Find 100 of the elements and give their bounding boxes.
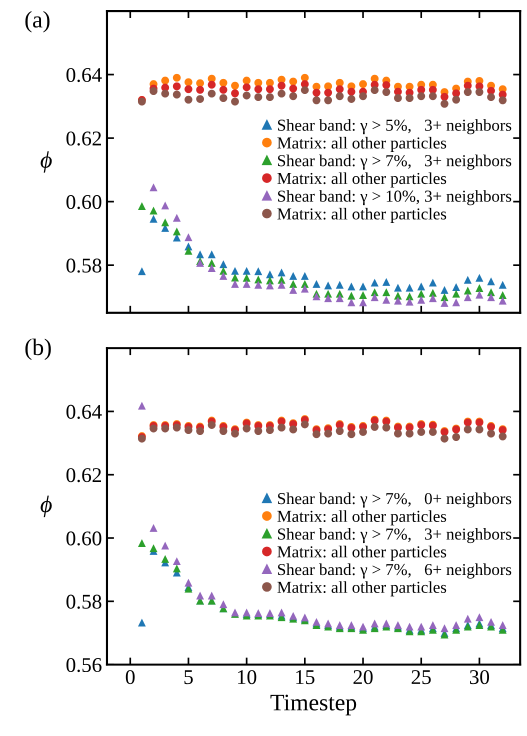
x-axis-title: Timestep bbox=[270, 694, 356, 716]
point bbox=[184, 85, 192, 94]
point bbox=[266, 282, 274, 290]
point bbox=[498, 291, 507, 299]
point bbox=[359, 92, 367, 100]
point bbox=[336, 92, 344, 100]
x-tick-label: 0 bbox=[126, 670, 135, 684]
point bbox=[219, 86, 228, 94]
point bbox=[161, 542, 170, 550]
point bbox=[464, 276, 472, 284]
point bbox=[406, 298, 414, 306]
point bbox=[394, 296, 402, 305]
point bbox=[487, 430, 495, 438]
point bbox=[324, 96, 332, 104]
y-tick-label: 0.56 bbox=[66, 658, 102, 672]
point bbox=[475, 274, 484, 282]
point bbox=[440, 434, 448, 443]
point bbox=[184, 78, 192, 86]
point bbox=[289, 92, 298, 100]
point bbox=[196, 427, 204, 435]
point bbox=[417, 290, 426, 298]
point bbox=[417, 428, 426, 436]
point bbox=[161, 424, 170, 432]
point bbox=[440, 100, 448, 108]
point bbox=[231, 274, 239, 282]
point bbox=[231, 430, 239, 438]
point bbox=[498, 621, 507, 629]
point bbox=[289, 286, 298, 294]
point bbox=[464, 426, 472, 434]
point bbox=[150, 524, 158, 532]
point bbox=[219, 78, 228, 87]
point bbox=[161, 554, 170, 563]
point bbox=[382, 288, 390, 296]
point bbox=[464, 293, 472, 302]
point bbox=[359, 80, 367, 88]
point bbox=[184, 246, 192, 255]
point bbox=[289, 78, 298, 86]
point bbox=[370, 86, 379, 94]
point bbox=[300, 284, 309, 293]
point bbox=[312, 96, 320, 104]
point bbox=[196, 95, 204, 103]
x-tick-label: 10 bbox=[238, 670, 256, 684]
legend-label: Shear band: γ > 7%, 3+ neighbors bbox=[278, 154, 512, 170]
point bbox=[359, 428, 367, 436]
point bbox=[242, 92, 251, 100]
y-tick-label: 0.58 bbox=[66, 258, 102, 273]
point bbox=[266, 93, 274, 102]
point bbox=[487, 293, 495, 302]
point bbox=[138, 202, 146, 210]
legend-label: Matrix: all other particles bbox=[277, 510, 446, 526]
point bbox=[219, 94, 228, 102]
point bbox=[266, 85, 274, 94]
point bbox=[161, 202, 170, 210]
point bbox=[452, 290, 460, 298]
point bbox=[452, 433, 460, 441]
point bbox=[336, 280, 344, 289]
point bbox=[172, 90, 181, 99]
y-tick-label: 0.62 bbox=[66, 468, 101, 482]
point bbox=[382, 278, 390, 286]
point bbox=[254, 85, 262, 94]
y-tick-label: 0.60 bbox=[66, 195, 102, 210]
point bbox=[452, 298, 460, 306]
point bbox=[242, 83, 251, 92]
x-tick-label: 20 bbox=[354, 670, 373, 684]
point bbox=[172, 74, 181, 82]
y-axis-title: ϕ bbox=[40, 496, 52, 518]
point bbox=[219, 427, 228, 435]
point bbox=[498, 280, 507, 289]
point bbox=[150, 544, 158, 552]
point bbox=[452, 96, 460, 104]
point bbox=[440, 299, 448, 307]
x-tick-label: 25 bbox=[412, 670, 431, 684]
legend-label: Shear band: γ > 7%, 0+ neighbors bbox=[278, 492, 512, 508]
point bbox=[219, 260, 228, 268]
y-axis-title: ϕ bbox=[40, 151, 52, 173]
point bbox=[161, 90, 170, 98]
point bbox=[359, 282, 367, 290]
point bbox=[487, 618, 495, 626]
point bbox=[208, 90, 216, 98]
x-tick-label: 15 bbox=[296, 670, 314, 684]
point bbox=[347, 282, 356, 290]
point bbox=[475, 613, 484, 622]
point bbox=[336, 294, 344, 302]
point bbox=[498, 296, 507, 305]
point bbox=[336, 85, 344, 94]
point bbox=[208, 592, 216, 600]
point bbox=[370, 620, 379, 628]
point bbox=[196, 79, 204, 88]
point bbox=[278, 280, 286, 289]
legend-label: Matrix: all other particles bbox=[277, 172, 446, 188]
point bbox=[300, 86, 309, 94]
legend-label: Matrix: all other particles bbox=[277, 208, 446, 223]
point bbox=[347, 292, 356, 300]
point bbox=[150, 183, 158, 192]
point bbox=[184, 426, 192, 434]
point bbox=[428, 621, 437, 629]
point bbox=[254, 267, 262, 276]
point bbox=[312, 430, 320, 438]
point bbox=[382, 81, 390, 89]
point bbox=[417, 282, 426, 290]
